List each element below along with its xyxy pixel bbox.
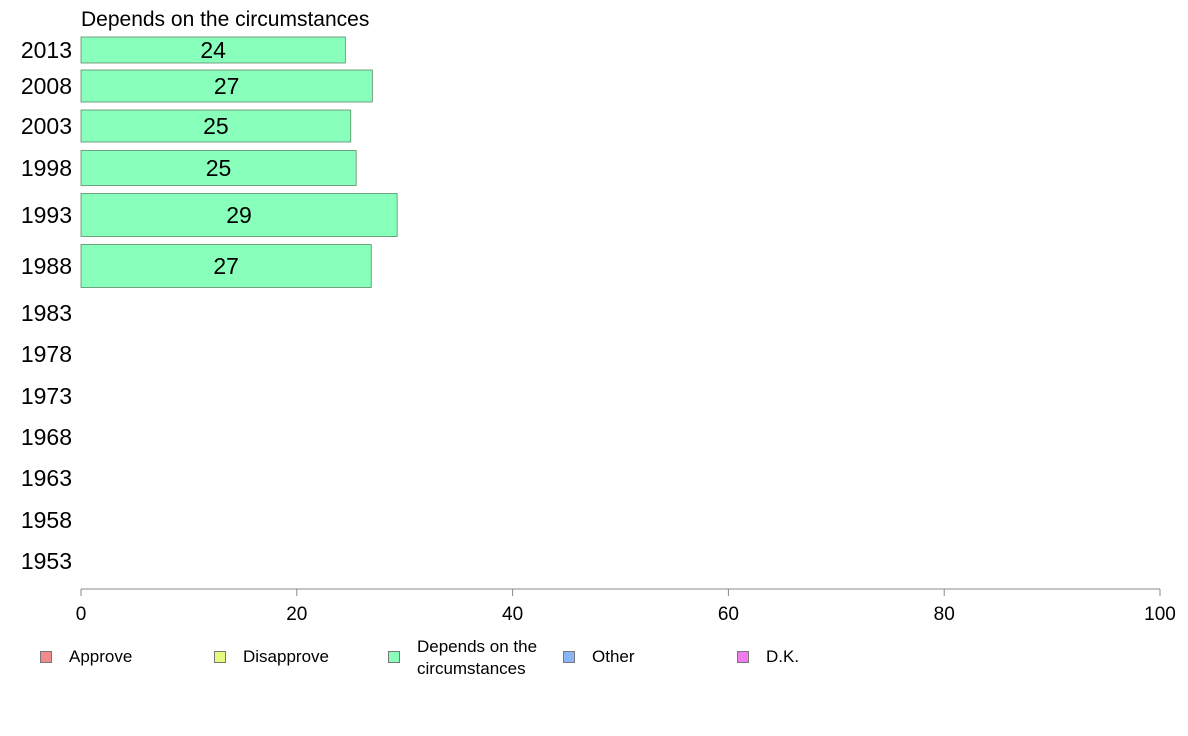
x-tick-label: 20 [286, 604, 307, 625]
legend-swatch [214, 651, 226, 663]
legend-swatch [388, 651, 400, 663]
legend-item: Other [563, 640, 635, 668]
legend: Approve Disapprove Depends on the circumst… [0, 637, 1188, 690]
legend-item: D.K. [737, 640, 799, 668]
x-tick-label: 40 [502, 604, 523, 625]
bar-value-label: 27 [214, 73, 240, 99]
y-tick-label: 1978 [21, 341, 72, 367]
bars-group: 24 27 25 25 29 27 [80, 36, 398, 288]
bar-1998 [80, 150, 357, 186]
bar-value-label: 25 [203, 113, 229, 139]
bar-value-label: 24 [200, 37, 226, 63]
x-tick-label: 60 [718, 604, 739, 625]
y-tick-label: 2013 [21, 37, 72, 63]
legend-item: Disapprove [214, 640, 329, 668]
chart-title: Depends on the circumstances [81, 8, 369, 31]
x-tick-label: 80 [934, 604, 955, 625]
bar-value-label: 29 [226, 202, 252, 228]
legend-label: Depends on the circumstances [417, 637, 538, 678]
y-tick-label: 1963 [21, 465, 72, 491]
y-tick-label: 2003 [21, 113, 72, 139]
bar-value-label: 25 [206, 155, 232, 181]
bar-value-label: 27 [213, 253, 239, 279]
y-tick-label: 1968 [21, 424, 72, 450]
y-tick-label: 1988 [21, 253, 72, 279]
legend-swatch [563, 651, 575, 663]
y-tick-label: 1958 [21, 507, 72, 533]
y-tick-label: 1973 [21, 383, 72, 409]
bar-1993 [80, 193, 398, 237]
y-tick-label: 1983 [21, 300, 72, 326]
y-tick-label: 1998 [21, 155, 72, 181]
bar-2013 [80, 36, 346, 64]
y-tick-label: 1953 [21, 548, 72, 574]
legend-swatch [737, 651, 749, 663]
legend-label: Disapprove [243, 647, 329, 666]
legend-item: Depends on the circumstances [388, 637, 537, 680]
bar-2003 [80, 109, 352, 143]
legend-label: D.K. [766, 647, 800, 666]
y-tick-label: 2008 [21, 73, 72, 99]
legend-label: Approve [69, 647, 133, 666]
legend-label: Other [592, 647, 635, 666]
bar-2008 [80, 69, 373, 103]
x-tick-label: 0 [76, 604, 87, 625]
y-tick-label: 1993 [21, 202, 72, 228]
x-axis: 0 20 40 60 80 100 [76, 588, 1176, 625]
bar-1988 [80, 244, 372, 288]
chart: Depends on the circumstances 24272525292… [21, 8, 1176, 625]
legend-swatch [40, 651, 52, 663]
x-tick-label: 100 [1144, 604, 1176, 625]
legend-item: Approve [40, 640, 132, 668]
y-tick-labels: 2013 2008 2003 1998 1993 1988 1983 1978 1973 1968… [21, 37, 72, 574]
